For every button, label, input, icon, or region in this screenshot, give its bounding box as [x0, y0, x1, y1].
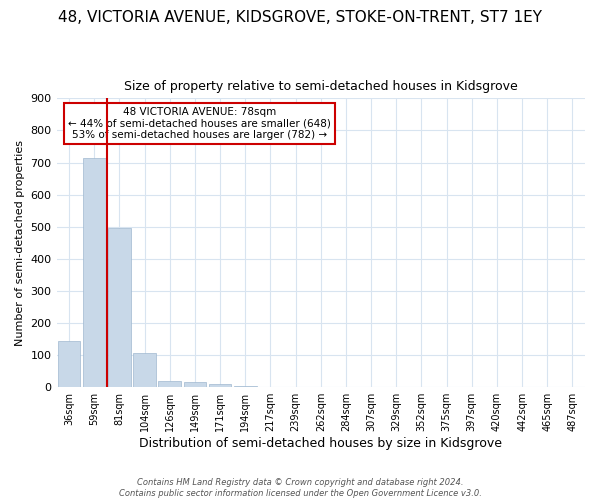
Title: Size of property relative to semi-detached houses in Kidsgrove: Size of property relative to semi-detach… — [124, 80, 518, 93]
Bar — [58, 342, 80, 387]
Bar — [158, 381, 181, 387]
Y-axis label: Number of semi-detached properties: Number of semi-detached properties — [15, 140, 25, 346]
Bar — [209, 384, 232, 387]
Bar — [133, 352, 156, 387]
Bar — [234, 386, 257, 387]
X-axis label: Distribution of semi-detached houses by size in Kidsgrove: Distribution of semi-detached houses by … — [139, 437, 502, 450]
Bar — [83, 158, 106, 387]
Bar — [108, 228, 131, 387]
Text: 48 VICTORIA AVENUE: 78sqm
← 44% of semi-detached houses are smaller (648)
53% of: 48 VICTORIA AVENUE: 78sqm ← 44% of semi-… — [68, 107, 331, 140]
Text: Contains HM Land Registry data © Crown copyright and database right 2024.
Contai: Contains HM Land Registry data © Crown c… — [119, 478, 481, 498]
Text: 48, VICTORIA AVENUE, KIDSGROVE, STOKE-ON-TRENT, ST7 1EY: 48, VICTORIA AVENUE, KIDSGROVE, STOKE-ON… — [58, 10, 542, 25]
Bar — [184, 382, 206, 387]
